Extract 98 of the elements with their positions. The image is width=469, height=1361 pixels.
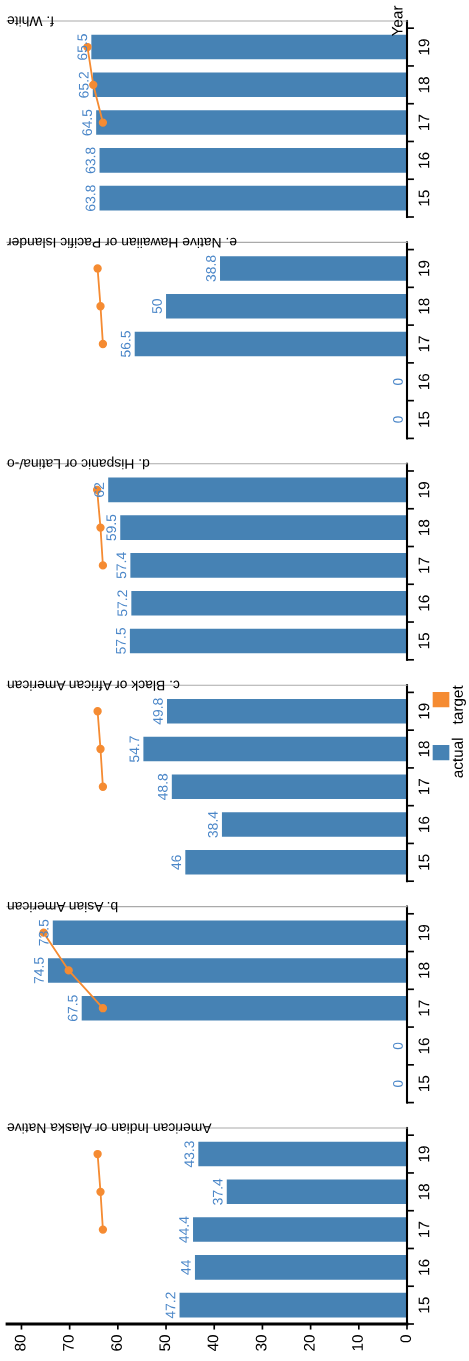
data-label: 38.8 [206, 255, 216, 282]
bar [108, 477, 407, 503]
chart-title: f. White [7, 16, 54, 27]
x-tick-label: 80 [14, 1335, 26, 1351]
chart-title: b. Asian American [7, 901, 118, 913]
bar [226, 1179, 407, 1205]
y-tick-label: 15 [418, 190, 430, 206]
x-tick-label: 40 [207, 1335, 219, 1352]
x-tick-label: 50 [159, 1335, 171, 1351]
bar [167, 698, 407, 724]
y-tick-label: 15 [418, 854, 430, 870]
y-tick-label: 17 [418, 1000, 430, 1016]
y-tick-label: 17 [418, 779, 430, 795]
data-label: 0 [393, 1042, 403, 1050]
bar [130, 553, 407, 578]
y-tick-label: 16 [418, 1259, 430, 1275]
bar [99, 148, 407, 173]
bar [179, 1292, 407, 1318]
bar [120, 515, 407, 540]
data-label: 65.5 [77, 34, 88, 60]
bar [194, 1255, 407, 1280]
y-tick-label: 17 [418, 557, 430, 573]
data-label: 65.2 [78, 72, 89, 98]
data-label: 73.5 [38, 919, 49, 946]
data-label: 38.4 [207, 811, 218, 838]
data-label: 0 [393, 416, 403, 423]
y-tick-label: 18 [418, 298, 430, 314]
x-tick-label: 0 [400, 1335, 412, 1343]
y-tick-label: 15 [418, 1075, 430, 1092]
data-label: 63.8 [85, 185, 96, 211]
y-tick-label: 17 [418, 336, 430, 352]
bar [92, 72, 407, 98]
data-label: 56.5 [120, 331, 131, 357]
bar [91, 34, 407, 60]
y-tick-label: 16 [418, 595, 430, 611]
bar [99, 185, 407, 211]
data-label: 59.5 [106, 514, 117, 541]
y-tick-label: 16 [418, 816, 430, 832]
x-tick-label: 60 [111, 1335, 122, 1351]
data-label: 46 [171, 855, 182, 870]
y-tick-label: 15 [418, 633, 430, 649]
bar [198, 1141, 407, 1167]
chart-title: e. Native Hawaiian or Pacific Islander [7, 237, 237, 248]
y-tick-label: 18 [418, 1183, 430, 1200]
bar [221, 812, 407, 837]
bar [96, 110, 407, 135]
chart-title: d. Hispanic or Latina/-o [7, 456, 150, 470]
y-tick-label: 18 [418, 741, 430, 757]
data-label: 47.2 [165, 1292, 176, 1319]
x-tick-label: 10 [352, 1335, 363, 1351]
data-label: 0 [393, 378, 403, 386]
y-axis-title: Year [391, 5, 403, 37]
data-label: 44.4 [179, 1216, 189, 1243]
y-tick-label: 19 [418, 482, 430, 498]
y-tick-label: 16 [418, 1038, 430, 1054]
data-label: 57.4 [116, 552, 127, 579]
legend-label: target [452, 685, 466, 725]
data-label: 57.2 [117, 590, 128, 617]
bar [185, 850, 407, 875]
x-tick-label: 70 [62, 1335, 74, 1351]
y-tick-label: 19 [418, 703, 430, 719]
y-tick-label: 15 [418, 1297, 430, 1313]
data-label: 0 [393, 1080, 403, 1088]
data-label: 67.5 [67, 995, 78, 1021]
y-tick-label: 15 [418, 411, 430, 427]
data-label: 43.3 [184, 1141, 195, 1168]
data-label: 62 [94, 482, 105, 497]
y-tick-label: 18 [418, 519, 430, 535]
data-label: 48.8 [157, 773, 168, 800]
y-tick-label: 16 [418, 373, 430, 390]
chart-title: c. Black or African American [7, 680, 180, 691]
bar [129, 628, 407, 654]
data-label: 64.5 [82, 109, 93, 136]
bar [193, 1217, 407, 1242]
chart-title: American Indian or Alaska Native [7, 1123, 212, 1134]
bar [131, 590, 407, 616]
legend-label: actual [451, 738, 463, 778]
bar [143, 736, 407, 762]
x-tick-label: 20 [303, 1335, 315, 1351]
y-tick-label: 16 [418, 152, 430, 168]
data-label: 50 [152, 299, 162, 314]
data-label: 54.7 [129, 736, 140, 762]
data-label: 37.4 [212, 1178, 223, 1205]
data-label: 49.8 [153, 698, 163, 725]
y-tick-label: 17 [418, 114, 430, 130]
y-tick-label: 19 [418, 260, 430, 276]
data-label: 57.5 [116, 627, 126, 654]
y-tick-label: 19 [418, 924, 430, 940]
data-label: 44 [181, 1260, 191, 1275]
y-tick-label: 19 [418, 1146, 430, 1162]
y-tick-label: 18 [418, 76, 430, 93]
bar [171, 774, 407, 800]
x-tick-label: 30 [255, 1335, 267, 1351]
y-tick-label: 18 [418, 962, 430, 978]
data-label: 74.5 [34, 957, 44, 984]
y-tick-label: 17 [418, 1221, 430, 1237]
data-label: 63.8 [85, 147, 96, 174]
y-tick-label: 19 [418, 39, 430, 55]
